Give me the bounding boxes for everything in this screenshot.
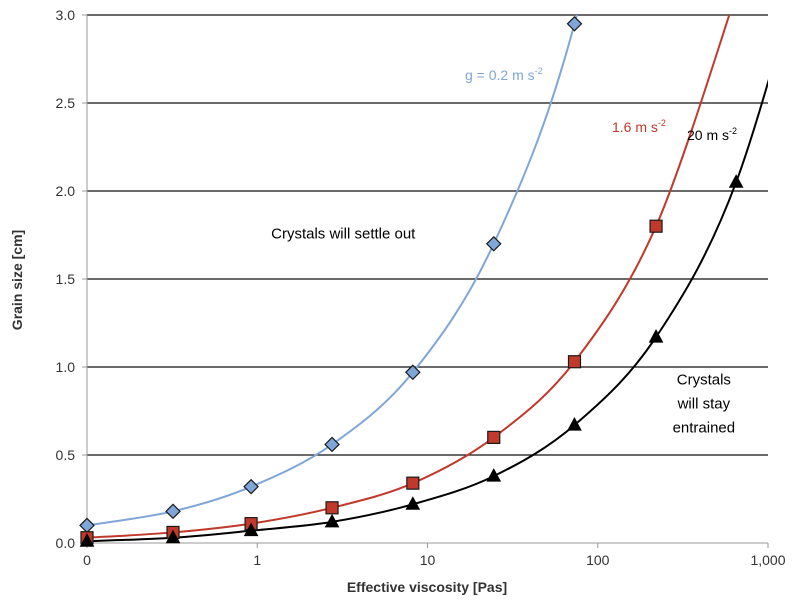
y-tick-label: 2.5 xyxy=(56,95,76,111)
y-tick-label: 1.0 xyxy=(56,359,76,375)
y-tick-label: 0.5 xyxy=(56,447,76,463)
annotation-entrained-line: Crystals xyxy=(677,372,731,389)
x-tick-label: 1,000 xyxy=(750,552,785,568)
series-labels: g = 0.2 m s-2 1.6 m s-2 20 m s-2 xyxy=(465,66,737,143)
series-curve xyxy=(87,78,768,543)
data-point xyxy=(325,501,339,515)
x-tick-label: 10 xyxy=(420,552,436,568)
data-point xyxy=(728,174,744,188)
x-tick-label: 0 xyxy=(83,552,91,568)
series-label: 1.6 m s-2 xyxy=(612,118,666,135)
series-label: 20 m s-2 xyxy=(687,126,737,143)
data-point xyxy=(243,522,259,537)
data-point xyxy=(324,513,340,528)
axes xyxy=(82,14,769,548)
y-tick-label: 3.0 xyxy=(56,7,76,23)
data-point xyxy=(404,364,421,381)
data-point xyxy=(566,15,583,32)
data-point xyxy=(79,533,95,547)
annotation-entrained-line: entrained xyxy=(673,420,736,437)
data-point xyxy=(487,430,501,444)
gridlines xyxy=(87,14,768,456)
series-curve xyxy=(87,15,731,539)
data-point xyxy=(243,478,259,495)
data-point xyxy=(79,517,95,534)
y-tick-label: 0.0 xyxy=(56,535,76,551)
data-point xyxy=(485,235,502,252)
x-tick-label: 100 xyxy=(586,552,610,568)
y-axis-title: Grain size [cm] xyxy=(9,230,25,330)
tick-labels: 0.0 0.5 1.0 1.5 2.0 2.5 3.0 0 1 10 100 1,000 xyxy=(56,7,786,568)
x-axis-title: Effective viscosity [Pas] xyxy=(347,579,507,595)
data-point xyxy=(165,529,181,544)
series-curves xyxy=(87,15,768,543)
series-markers xyxy=(79,15,744,547)
data-point xyxy=(486,468,502,482)
data-point xyxy=(567,417,582,431)
y-tick-label: 1.5 xyxy=(56,271,76,287)
annotations: Crystals will settle out Crystals will sta… xyxy=(271,226,735,437)
data-point xyxy=(648,329,664,343)
data-point xyxy=(165,503,181,520)
x-tick-label: 1 xyxy=(253,552,261,568)
data-point xyxy=(406,476,420,490)
annotation-settle-out: Crystals will settle out xyxy=(271,226,416,243)
data-point xyxy=(567,355,582,369)
data-point xyxy=(649,219,663,233)
series-label: g = 0.2 m s-2 xyxy=(465,66,543,83)
y-tick-label: 2.0 xyxy=(56,183,76,199)
data-point xyxy=(324,436,340,453)
series-curve xyxy=(87,15,578,527)
annotation-entrained-line: will stay xyxy=(677,396,731,413)
data-point xyxy=(405,496,421,510)
